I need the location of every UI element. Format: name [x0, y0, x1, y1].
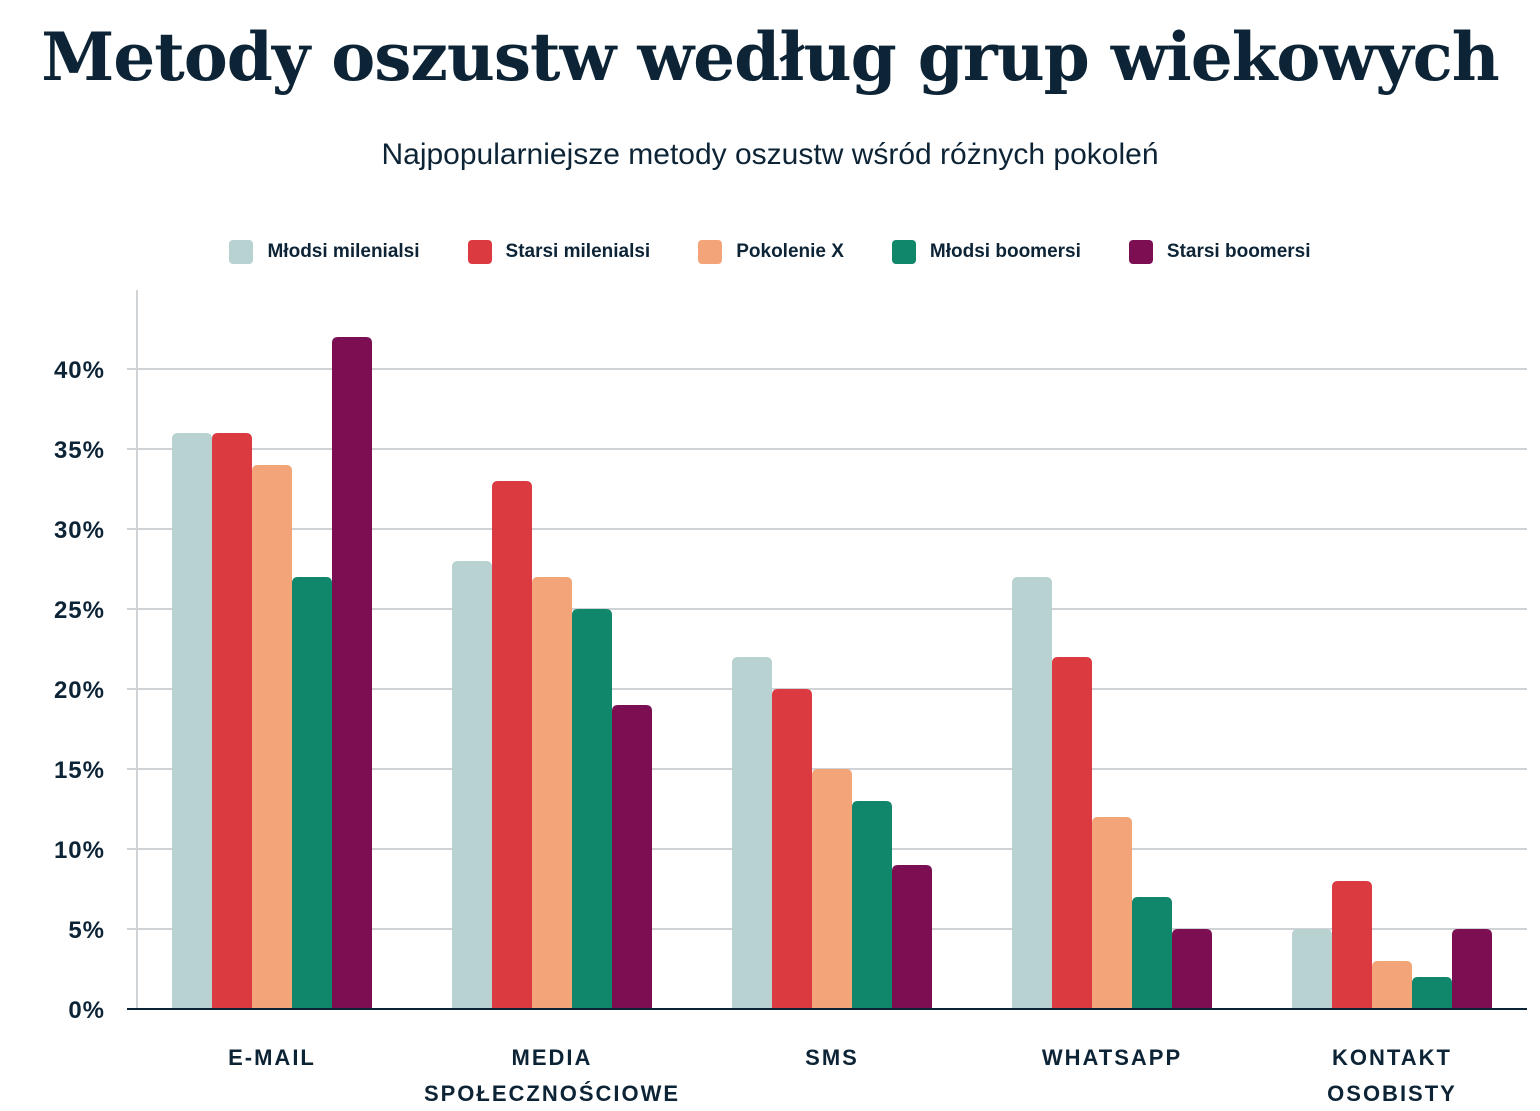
bar: [172, 433, 212, 1009]
legend: Młodsi milenialsi Starsi milenialsi Pokole…: [0, 240, 1540, 264]
bar: [452, 561, 492, 1009]
legend-item: Pokolenie X: [698, 240, 844, 264]
bar: [532, 577, 572, 1009]
bar: [332, 337, 372, 1009]
bar: [1012, 577, 1052, 1009]
y-tick-label: 15%: [54, 757, 105, 784]
bar: [732, 657, 772, 1009]
bar: [1332, 881, 1372, 1009]
bar: [612, 705, 652, 1009]
legend-label: Młodsi milenialsi: [267, 241, 420, 262]
bar: [1052, 657, 1092, 1009]
legend-item: Młodsi boomersi: [891, 240, 1081, 264]
legend-swatch: [467, 240, 492, 264]
bar: [492, 481, 532, 1009]
y-tick-label: 30%: [54, 517, 105, 544]
x-category-label: OSOBISTY: [1327, 1081, 1457, 1106]
bar: [212, 433, 252, 1009]
y-tick-label: 25%: [54, 597, 105, 624]
x-category-label: SPOŁECZNOŚCIOWE: [424, 1081, 680, 1106]
legend-item: Starsi milenialsi: [467, 240, 651, 264]
legend-swatch: [1128, 240, 1153, 264]
y-tick-label: 20%: [54, 677, 105, 704]
bar: [1092, 817, 1132, 1009]
bar: [892, 865, 932, 1009]
x-category-label: SMS: [805, 1045, 859, 1070]
bar: [1132, 897, 1172, 1009]
bar: [852, 801, 892, 1009]
legend-swatch: [698, 240, 723, 264]
x-category-label: KONTAKT: [1332, 1045, 1452, 1070]
legend-swatch: [229, 240, 254, 264]
legend-label: Pokolenie X: [736, 241, 844, 262]
bar: [1412, 977, 1452, 1009]
legend-item: Starsi boomersi: [1128, 240, 1311, 264]
bar: [292, 577, 332, 1009]
y-tick-label: 10%: [54, 837, 105, 864]
bar: [772, 689, 812, 1009]
chart-title: Metody oszustw według grup wiekowych: [41, 18, 1500, 96]
legend-label: Starsi milenialsi: [505, 241, 651, 262]
y-tick-label: 5%: [68, 917, 105, 944]
x-category-label: MEDIA: [512, 1045, 593, 1070]
y-tick-label: 0%: [68, 997, 105, 1024]
bar: [1452, 929, 1492, 1009]
bar: [252, 465, 292, 1009]
y-tick-label: 40%: [54, 357, 105, 384]
legend-label: Starsi boomersi: [1166, 241, 1311, 262]
chart-subtitle: Najpopularniejsze metody oszustw wśród r…: [381, 138, 1159, 171]
bar: [1172, 929, 1212, 1009]
y-tick-label: 35%: [54, 437, 105, 464]
legend-label: Młodsi boomersi: [929, 241, 1081, 262]
x-category-label: WHATSAPP: [1042, 1045, 1182, 1070]
legend-item: Młodsi milenialsi: [229, 240, 420, 264]
x-category-label: E-MAIL: [228, 1045, 316, 1070]
bar: [1292, 929, 1332, 1009]
legend-swatch: [891, 240, 916, 264]
bar: [1372, 961, 1412, 1009]
bar: [812, 769, 852, 1009]
bar: [572, 609, 612, 1009]
